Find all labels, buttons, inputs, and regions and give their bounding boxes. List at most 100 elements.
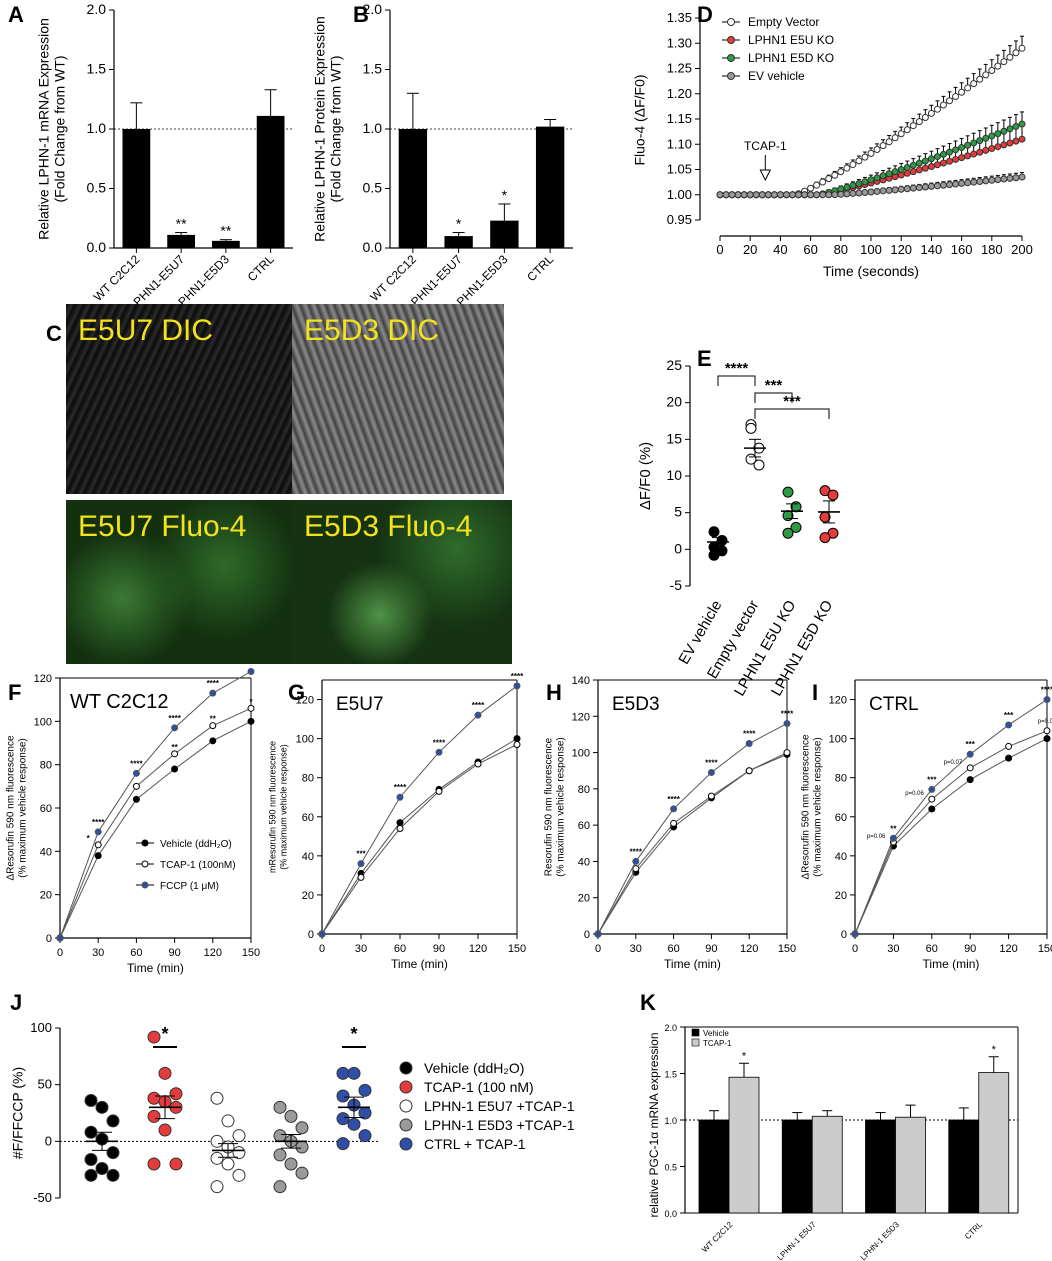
data-point — [746, 191, 754, 199]
bar — [948, 1119, 980, 1214]
y-axis-label: Relative LPHN-1 Protein Expression (Fold … — [312, 16, 344, 242]
data-point — [776, 191, 784, 199]
x-tick-label: 60 — [667, 943, 679, 955]
panel-letter: H — [546, 680, 562, 705]
y-tick-label: 100 — [572, 748, 590, 760]
data-point — [891, 168, 899, 176]
significance-marker: **** — [130, 759, 143, 768]
y-tick-label: 0.0 — [363, 239, 383, 255]
legend-label: Empty Vector — [748, 15, 819, 29]
data-point — [915, 118, 923, 126]
y-tick-label: 1.10 — [667, 136, 692, 151]
data-point — [707, 769, 715, 777]
data-point — [933, 182, 941, 190]
data-point — [171, 750, 179, 758]
data-point — [952, 146, 960, 154]
data-point — [903, 126, 911, 134]
significance-marker: **** — [667, 795, 680, 804]
data-point — [1000, 58, 1008, 66]
y-tick-label: 80 — [40, 760, 52, 772]
x-tick-label: 150 — [242, 947, 260, 959]
y-tick-label: -5 — [670, 577, 683, 593]
data-point — [1043, 735, 1051, 743]
data-point — [84, 1168, 98, 1182]
significance-marker: **** — [433, 738, 446, 747]
chart-title: CTRL — [869, 694, 919, 715]
data-point — [861, 188, 869, 196]
data-point — [976, 137, 984, 145]
data-point — [147, 1109, 161, 1123]
y-tick-label: 40 — [835, 851, 847, 863]
y-axis-label-line: Fluo-4 (ΔF/F0) — [632, 74, 648, 165]
series-line — [59, 671, 252, 939]
y-tick-label: 100 — [296, 734, 314, 746]
data-point — [1012, 137, 1020, 145]
x-tick-label: 60 — [803, 242, 817, 257]
y-tick-label: 1.25 — [667, 61, 692, 76]
microscopy-label: E5D3 DIC — [304, 314, 440, 347]
y-axis-label: ΔResorufin 590 nm fluorescence (% maximum… — [800, 734, 823, 880]
data-point — [716, 191, 724, 199]
data-point — [435, 748, 443, 756]
data-point — [132, 782, 140, 790]
data-point — [357, 873, 365, 881]
legend-marker — [727, 72, 735, 80]
line-chart-D: 0.95 1.00 1.05 1.10 1.15 1.20 1.25 1.30 1.35 0 20 4… — [632, 10, 1033, 279]
y-axis-label-line: (% maximum vehicle response) — [279, 744, 289, 870]
scatter-chart-J: -50 0 50 100 #F/FFCCP (%) * * Vehicle (ddH₂O) TC… — [10, 1020, 575, 1205]
y-axis-label-line: relative PGC-1α mRNA expression — [647, 1033, 661, 1218]
y-tick-label: 1.5 — [664, 1070, 677, 1080]
y-tick-label: 1.0 — [363, 120, 383, 136]
significance-marker: * — [249, 697, 253, 706]
significance-marker: ** — [220, 223, 231, 239]
y-tick-label: 0 — [46, 933, 52, 945]
y-tick-label: 60 — [40, 803, 52, 815]
data-point — [594, 930, 602, 938]
data-point — [946, 148, 954, 156]
data-point — [927, 155, 935, 163]
legend-marker — [399, 1137, 413, 1151]
x-tick-label: 40 — [773, 242, 787, 257]
data-point — [885, 186, 893, 194]
legend-label: CTRL + TCAP-1 — [424, 1136, 526, 1152]
data-point — [247, 704, 255, 712]
y-axis-label-line: ΔResorufin 590 nm fluorescence — [800, 734, 811, 880]
series-line — [597, 752, 788, 935]
data-point — [632, 865, 640, 873]
panel-letter: D — [697, 2, 713, 27]
data-point — [790, 521, 802, 533]
data-point — [988, 145, 996, 153]
significance-marker: **** — [168, 714, 181, 723]
data-point — [933, 161, 941, 169]
data-point — [788, 191, 796, 199]
x-tick-label: 20 — [743, 242, 757, 257]
data-point — [132, 795, 140, 803]
x-tick-label: 120 — [890, 242, 912, 257]
data-point — [988, 132, 996, 140]
data-point — [867, 176, 875, 184]
data-point — [970, 150, 978, 158]
data-point — [670, 819, 678, 827]
data-point — [106, 1168, 120, 1182]
significance-marker: ** — [176, 216, 187, 232]
x-tick-label: 30 — [92, 947, 104, 959]
data-point — [221, 1157, 235, 1171]
y-axis-label-line: ΔResorufin 590 nm fluorescence — [5, 735, 16, 881]
data-point — [1005, 742, 1013, 750]
significance-marker: * — [87, 834, 91, 843]
x-tick-label: 60 — [926, 943, 938, 955]
data-point — [867, 149, 875, 157]
x-tick-label: WT C2C12 — [700, 1220, 735, 1255]
y-tick-label: 0 — [841, 929, 847, 941]
line-chart-I: 0 20 40 60 80 100 120 0 30 60 90 120 150 CTRL Time (mi… — [800, 679, 1052, 971]
y-tick-label: 0.95 — [667, 212, 692, 227]
legend-marker — [727, 54, 735, 62]
data-point — [708, 526, 720, 538]
microscopy-tile: E5U7 DIC — [66, 304, 292, 494]
data-point — [927, 109, 935, 117]
y-tick-label: 60 — [578, 820, 590, 832]
legend-marker — [727, 36, 735, 44]
data-point — [939, 101, 947, 109]
data-point — [807, 184, 815, 192]
y-tick-label: 20 — [578, 893, 590, 905]
